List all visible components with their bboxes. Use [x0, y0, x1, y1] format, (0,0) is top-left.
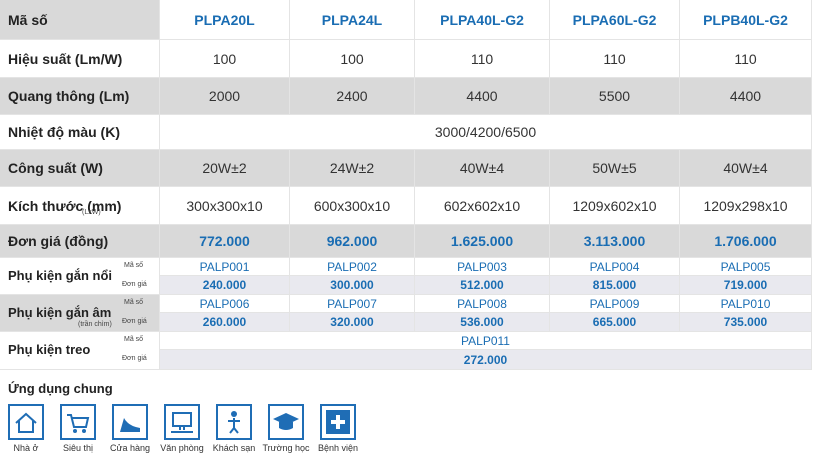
accessory-code: PALP004: [550, 258, 680, 276]
product-code: PLPA24L: [290, 0, 415, 40]
row-value: 40W±4: [680, 150, 812, 187]
row-value: 300x300x10: [160, 187, 290, 225]
accessory-price: 719.000: [680, 276, 812, 295]
icon-glyph: [171, 412, 193, 433]
accessory-label: Phụ kiện treo: [0, 332, 160, 370]
application-label: Văn phòng: [160, 443, 204, 453]
accessory-price: 260.000: [160, 313, 290, 332]
price-sublabel: Đơn giá: [122, 355, 147, 362]
row-value: 3000/4200/6500: [160, 115, 812, 150]
row-value: 110: [415, 40, 550, 78]
row-value: 1209x602x10: [550, 187, 680, 225]
accessory-code: PALP008: [415, 295, 550, 313]
row-value: 1.706.000: [680, 225, 812, 258]
application-icon: [164, 404, 200, 440]
application-label: Bệnh viện: [317, 443, 359, 453]
accessory-label: Phụ kiện gắn nổi: [0, 258, 160, 295]
application-label: Nhà ở: [13, 443, 39, 453]
row-value: 2400: [290, 78, 415, 115]
accessory-code: PALP005: [680, 258, 812, 276]
row-value: 962.000: [290, 225, 415, 258]
application-label: Trường học: [262, 443, 310, 453]
header-label: Mã số: [0, 0, 160, 40]
accessory-price: 320.000: [290, 313, 415, 332]
code-sublabel: Mã số: [124, 262, 144, 269]
row-value: 602x602x10: [415, 187, 550, 225]
row-value: 1.625.000: [415, 225, 550, 258]
icon-glyph: [228, 411, 240, 434]
application-label: Khách sạn: [212, 443, 256, 453]
accessory-code: PALP001: [160, 258, 290, 276]
price-sublabel: Đơn giá: [122, 281, 147, 288]
accessory-price: 665.000: [550, 313, 680, 332]
row-value: 50W±5: [550, 150, 680, 187]
accessory-code: PALP006: [160, 295, 290, 313]
accessory-price: 735.000: [680, 313, 812, 332]
application-icon: [216, 404, 252, 440]
row-label: Công suất (W): [0, 150, 160, 187]
accessory-price: 300.000: [290, 276, 415, 295]
product-code: PLPB40L-G2: [680, 0, 812, 40]
row-value: 4400: [415, 78, 550, 115]
row-value: 110: [680, 40, 812, 78]
icon-glyph: [67, 414, 90, 433]
row-value: 4400: [680, 78, 812, 115]
price-sublabel: Đơn giá: [122, 318, 147, 325]
product-code: PLPA60L-G2: [550, 0, 680, 40]
row-value: 24W±2: [290, 150, 415, 187]
row-value: 100: [160, 40, 290, 78]
product-code: PLPA40L-G2: [415, 0, 550, 40]
applications-title: Ứng dụng chung: [8, 380, 113, 396]
accessory-code: PALP002: [290, 258, 415, 276]
application-icon: [8, 404, 44, 440]
accessory-note: (trần chìm): [78, 321, 112, 328]
accessory-code: PALP003: [415, 258, 550, 276]
accessory-price: 512.000: [415, 276, 550, 295]
row-note: (LxW): [82, 209, 101, 216]
row-value: 20W±2: [160, 150, 290, 187]
row-value: 110: [550, 40, 680, 78]
icon-glyph: [273, 413, 299, 430]
row-value: 5500: [550, 78, 680, 115]
product-code: PLPA20L: [160, 0, 290, 40]
row-label: Hiệu suất (Lm/W): [0, 40, 160, 78]
row-value: 1209x298x10: [680, 187, 812, 225]
row-label: Kích thước (mm): [0, 187, 160, 225]
row-label: Nhiệt độ màu (K): [0, 115, 160, 150]
accessory-code: PALP009: [550, 295, 680, 313]
row-value: 40W±4: [415, 150, 550, 187]
code-sublabel: Mã số: [124, 336, 144, 343]
application-icon: [268, 404, 304, 440]
application-icon: [112, 404, 148, 440]
accessory-price: 536.000: [415, 313, 550, 332]
accessory-code: PALP010: [680, 295, 812, 313]
icon-glyph: [120, 418, 140, 432]
icon-glyph: [15, 412, 37, 433]
icon-glyph: [326, 410, 350, 434]
accessory-code: PALP011: [160, 332, 812, 350]
row-value: 600x300x10: [290, 187, 415, 225]
accessory-price: 240.000: [160, 276, 290, 295]
row-label: Quang thông (Lm): [0, 78, 160, 115]
application-label: Siêu thị: [62, 443, 94, 453]
application-icon: [60, 404, 96, 440]
row-value: 772.000: [160, 225, 290, 258]
row-label: Đơn giá (đồng): [0, 225, 160, 258]
application-icon: [320, 404, 356, 440]
accessory-price: 272.000: [160, 350, 812, 370]
accessory-label: Phụ kiện gắn âm: [0, 295, 160, 332]
row-value: 100: [290, 40, 415, 78]
accessory-price: 815.000: [550, 276, 680, 295]
row-value: 2000: [160, 78, 290, 115]
accessory-code: PALP007: [290, 295, 415, 313]
row-value: 3.113.000: [550, 225, 680, 258]
code-sublabel: Mã số: [124, 299, 144, 306]
application-label: Cửa hàng: [109, 443, 151, 453]
